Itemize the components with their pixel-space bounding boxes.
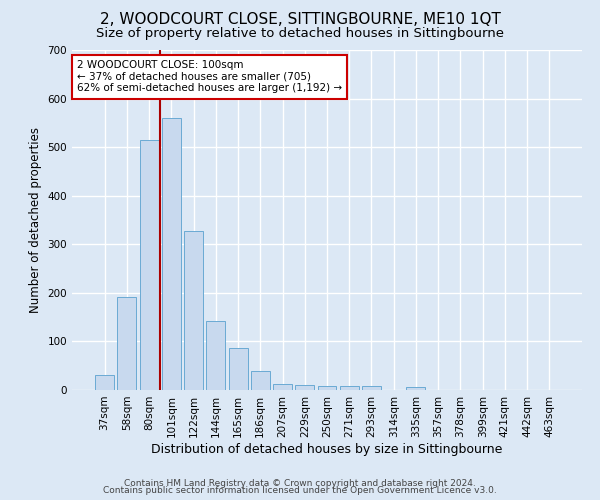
Bar: [251, 370, 270, 390]
Bar: [406, 387, 425, 390]
Bar: [140, 140, 158, 390]
Y-axis label: Number of detached properties: Number of detached properties: [29, 127, 42, 313]
Bar: [362, 386, 381, 390]
Text: Contains HM Land Registry data © Crown copyright and database right 2024.: Contains HM Land Registry data © Crown c…: [124, 478, 476, 488]
Bar: [229, 348, 248, 390]
Text: Size of property relative to detached houses in Sittingbourne: Size of property relative to detached ho…: [96, 28, 504, 40]
Bar: [317, 386, 337, 390]
Bar: [206, 321, 225, 390]
X-axis label: Distribution of detached houses by size in Sittingbourne: Distribution of detached houses by size …: [151, 442, 503, 456]
Bar: [95, 376, 114, 390]
Bar: [340, 386, 359, 390]
Bar: [118, 297, 136, 390]
Bar: [184, 230, 203, 390]
Text: 2 WOODCOURT CLOSE: 100sqm
← 37% of detached houses are smaller (705)
62% of semi: 2 WOODCOURT CLOSE: 100sqm ← 37% of detac…: [77, 60, 342, 94]
Text: 2, WOODCOURT CLOSE, SITTINGBOURNE, ME10 1QT: 2, WOODCOURT CLOSE, SITTINGBOURNE, ME10 …: [100, 12, 500, 28]
Text: Contains public sector information licensed under the Open Government Licence v3: Contains public sector information licen…: [103, 486, 497, 495]
Bar: [273, 384, 292, 390]
Bar: [295, 385, 314, 390]
Bar: [162, 118, 181, 390]
